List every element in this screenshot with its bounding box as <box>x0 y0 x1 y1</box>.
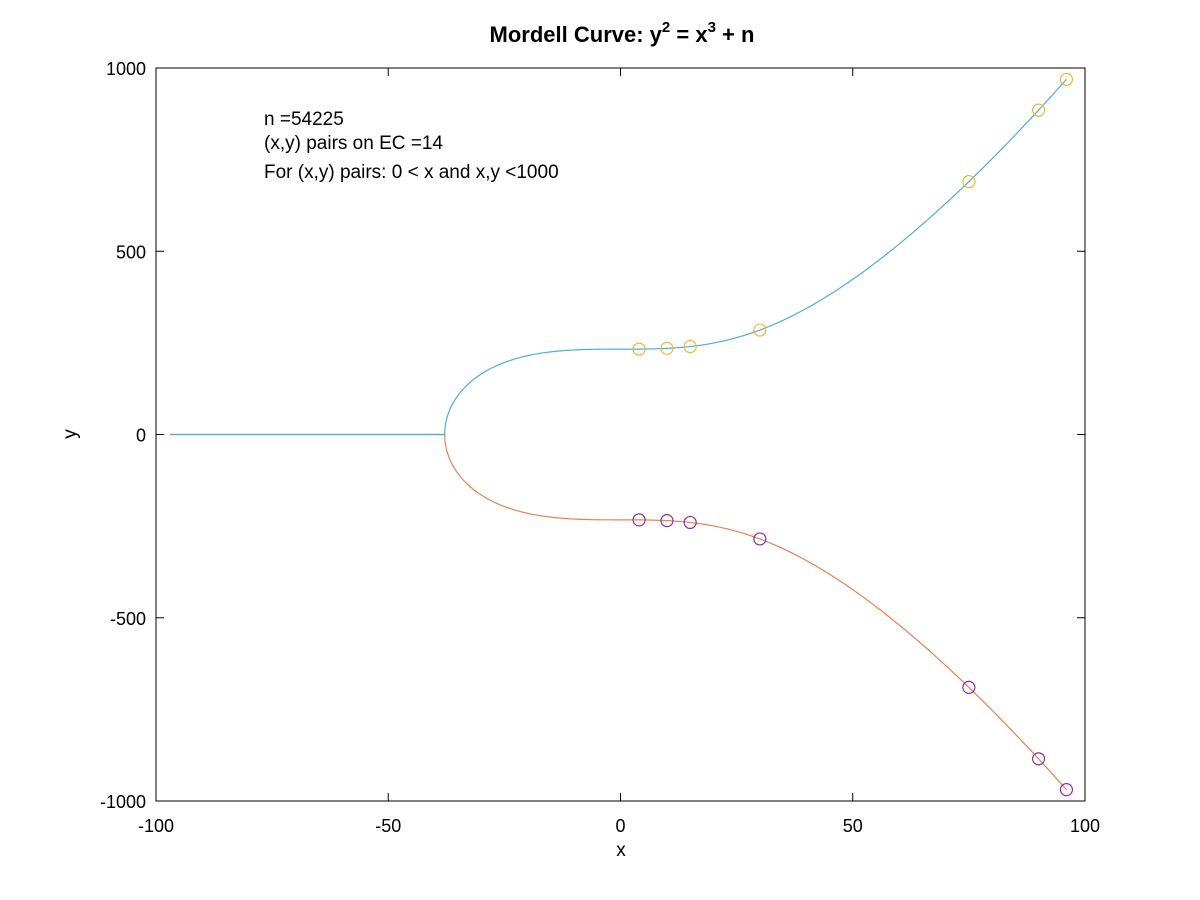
lower-point-marker <box>632 513 646 527</box>
upper-point-marker <box>1059 72 1074 86</box>
y-tick-label: 0 <box>136 426 146 446</box>
y-tick-label: -500 <box>110 609 146 629</box>
upper-point-marker <box>660 341 674 355</box>
title-sup-3: 3 <box>708 19 716 36</box>
annotation-block: n =54225 (x,y) pairs on EC =14 For (x,y)… <box>264 109 559 183</box>
annotation-pair-count: (x,y) pairs on EC =14 <box>264 133 443 154</box>
title-prefix: Mordell Curve: y <box>490 22 663 47</box>
x-tick-label: -50 <box>375 816 401 836</box>
title-middle: = x <box>670 22 708 47</box>
x-tick-label: -100 <box>138 816 174 836</box>
upper-point-marker <box>683 339 697 354</box>
x-axis-label: x <box>616 840 626 861</box>
x-tick-label: 0 <box>615 816 625 836</box>
annotation-constraint: For (x,y) pairs: 0 < x and x,y <1000 <box>264 162 559 183</box>
lower-point-marker <box>962 680 976 694</box>
lower-point-marker <box>683 515 697 530</box>
lower-branch-line <box>169 433 1067 791</box>
lower-point-marker <box>753 532 767 546</box>
lower-point-marker <box>1031 752 1046 766</box>
upper-point-marker <box>753 323 767 337</box>
title-suffix: + n <box>716 22 755 47</box>
upper-point-marker <box>632 342 646 356</box>
title-sup-2: 2 <box>662 19 670 36</box>
upper-point-marker <box>1031 103 1046 117</box>
lower-point-marker <box>660 514 674 528</box>
x-tick-label: 50 <box>843 816 863 836</box>
y-tick-label: -1000 <box>100 792 146 812</box>
upper-point-marker <box>962 175 976 189</box>
lower-point-marker <box>1059 783 1074 797</box>
y-tick-label: 1000 <box>106 59 146 79</box>
y-axis-label: y <box>60 429 81 439</box>
y-tick-label: 500 <box>116 242 146 262</box>
annotation-n: n =54225 <box>264 109 344 130</box>
x-tick-label: 100 <box>1070 816 1100 836</box>
upper-branch-line <box>169 78 1067 436</box>
chart-title: Mordell Curve: y2 = x3 + n <box>490 19 755 47</box>
